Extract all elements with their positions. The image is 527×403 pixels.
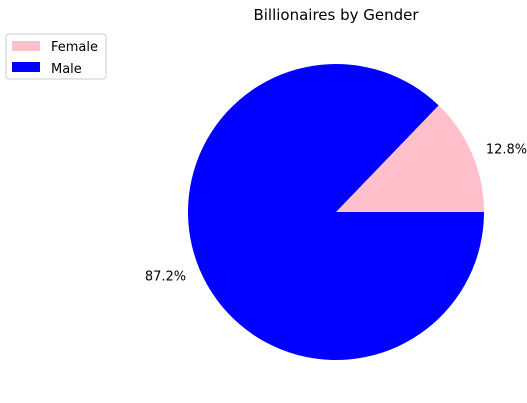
chart-title: Billionaires by Gender <box>253 6 419 24</box>
pie-slice-female <box>336 105 484 212</box>
legend-swatch-male <box>12 62 40 72</box>
pie-label-male: 87.2% <box>145 270 186 285</box>
pie-label-female: 12.8% <box>486 142 527 157</box>
pie-slice-male <box>188 64 484 361</box>
legend-label-male: Male <box>51 62 82 77</box>
legend-label-female: Female <box>51 40 98 55</box>
pie-slices <box>188 64 484 361</box>
pie-labels: 12.8% 87.2% <box>145 142 527 284</box>
legend-swatch-female <box>12 41 40 51</box>
legend: Female Male <box>5 33 107 80</box>
